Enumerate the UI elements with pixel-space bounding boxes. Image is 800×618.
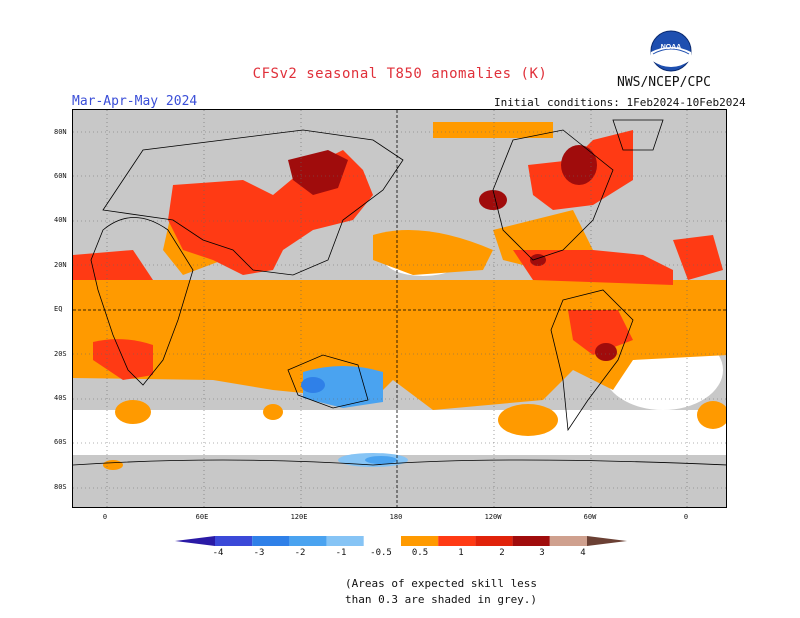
lon-label: 0 [102, 513, 108, 521]
colorbar-label: -0.5 [370, 548, 392, 558]
colorbar-label: 4 [580, 548, 586, 558]
colorbar-label: -2 [294, 548, 306, 558]
colorbar-swatch [549, 536, 587, 546]
lon-label: 0 [683, 513, 689, 521]
lon-label: 120E [290, 513, 308, 521]
colorbar-swatch [289, 536, 327, 546]
colorbar-label: 3 [539, 548, 545, 558]
map-canvas [73, 110, 726, 507]
colorbar [175, 533, 627, 552]
season-label: Mar-Apr-May 2024 [72, 94, 198, 109]
lat-label: 40S [54, 394, 67, 402]
colorbar-swatch [215, 536, 253, 546]
very-warm-areas [288, 145, 617, 361]
lat-label: EQ [54, 305, 63, 313]
map-title: CFSv2 seasonal T850 anomalies (K) [252, 66, 548, 82]
colorbar-label: 1 [458, 548, 464, 558]
lat-label: 40N [54, 216, 67, 224]
lat-label: 80S [54, 483, 67, 491]
colorbar-swatch [512, 536, 550, 546]
colorbar-swatch [363, 536, 401, 546]
lon-label: 180 [389, 513, 403, 521]
lat-label: 20N [54, 261, 67, 269]
skill-footnote: (Areas of expected skill less than 0.3 a… [345, 576, 537, 608]
colorbar-swatch [252, 536, 290, 546]
lat-label: 60N [54, 172, 67, 180]
colorbar-label: 0.5 [411, 548, 429, 558]
lon-label: 60E [195, 513, 209, 521]
colorbar-swatch [475, 536, 513, 546]
coastlines [73, 119, 726, 466]
colorbar-swatch [401, 536, 439, 546]
colorbar-label: -1 [335, 548, 347, 558]
graticule [73, 110, 726, 507]
lat-label: 20S [54, 350, 67, 358]
colorbar-swatch [326, 536, 364, 546]
noaa-logo: NOAA [650, 30, 692, 72]
colorbar-swatches [175, 536, 627, 546]
colorbar-arrow-low [175, 536, 215, 546]
lat-label: 60S [54, 438, 67, 446]
colorbar-label: -3 [253, 548, 265, 558]
colorbar-label: -4 [212, 548, 224, 558]
agency-label: NWS/NCEP/CPC [617, 75, 711, 90]
initial-conditions-label: Initial conditions: 1Feb2024-10Feb2024 [494, 96, 746, 109]
lon-label: 120W [484, 513, 502, 521]
anomaly-map [72, 109, 727, 508]
lat-label: 80N [54, 128, 67, 136]
colorbar-swatch [438, 536, 476, 546]
colorbar-label: 2 [499, 548, 505, 558]
colorbar-arrow-high [587, 536, 627, 546]
footnote-line-1: (Areas of expected skill less [345, 577, 538, 590]
lon-label: 60W [583, 513, 597, 521]
svg-text:NOAA: NOAA [661, 44, 682, 51]
footnote-line-2: than 0.3 are shaded in grey.) [345, 593, 538, 606]
